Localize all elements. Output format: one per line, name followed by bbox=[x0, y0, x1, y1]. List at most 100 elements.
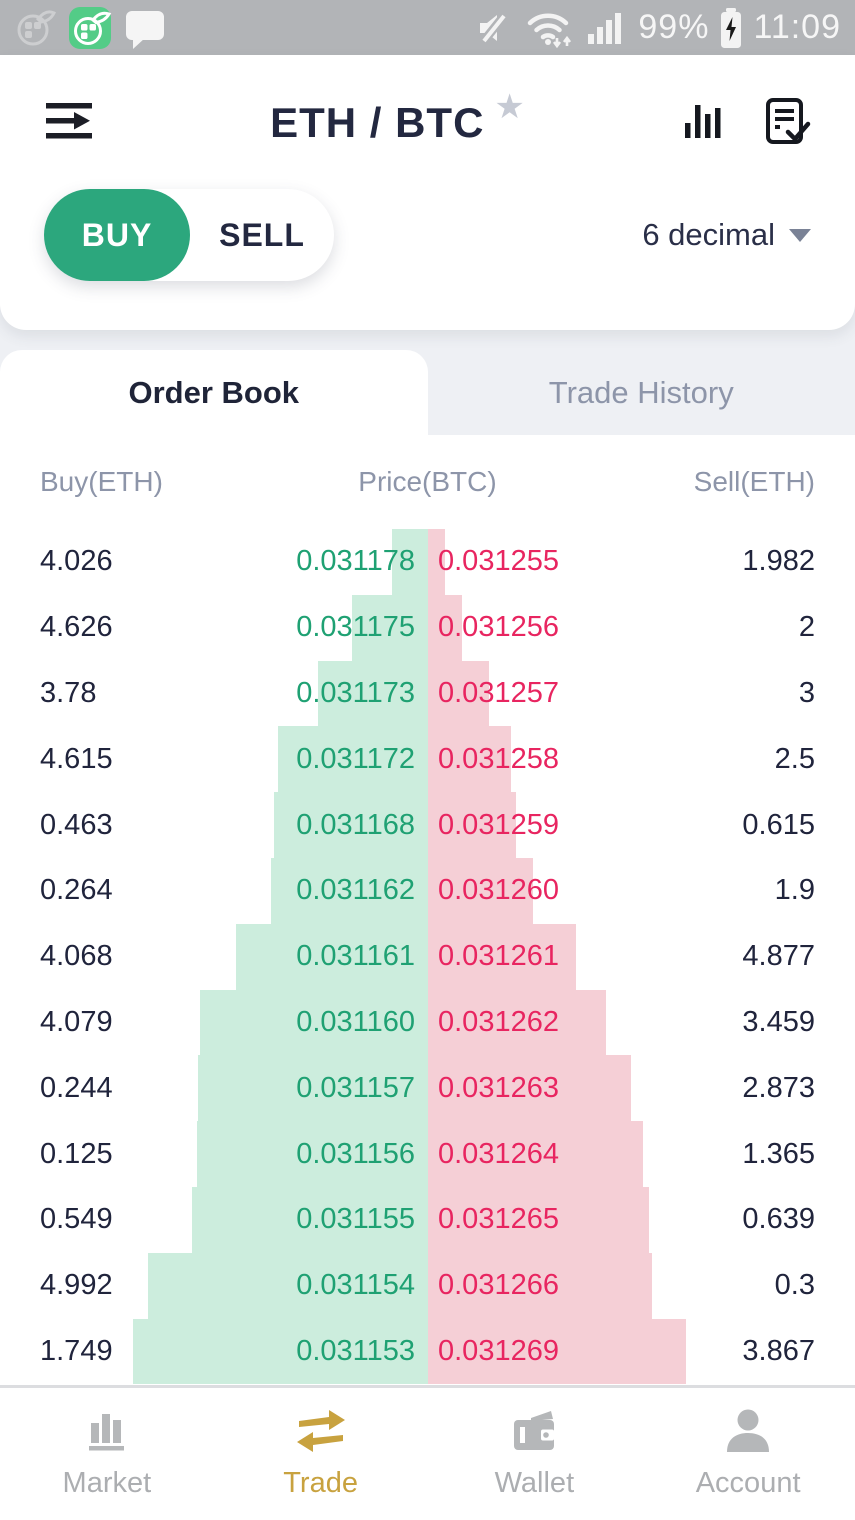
sell-volume-value: 0.639 bbox=[742, 1203, 815, 1236]
buy-price-value[interactable]: 0.031155 bbox=[296, 1203, 415, 1236]
buy-volume-value: 4.992 bbox=[40, 1269, 113, 1302]
nav-item-wallet[interactable]: Wallet bbox=[428, 1388, 642, 1520]
order-book-row[interactable]: 4.615 0.031172 0.031258 2.5 bbox=[0, 726, 855, 793]
favorite-star-icon[interactable]: ★ bbox=[494, 88, 525, 126]
chat-bubble-icon bbox=[124, 6, 166, 50]
buy-volume-value: 4.615 bbox=[40, 742, 113, 775]
sell-price-value[interactable]: 0.031262 bbox=[438, 1005, 559, 1038]
order-book-row[interactable]: 4.068 0.031161 0.031261 4.877 bbox=[0, 923, 855, 990]
tab-trade-history[interactable]: Trade History bbox=[548, 374, 734, 410]
sell-button[interactable]: SELL bbox=[219, 216, 305, 253]
sell-price-value[interactable]: 0.031256 bbox=[438, 611, 559, 644]
sell-volume-value: 0.3 bbox=[774, 1269, 815, 1302]
sell-price-value[interactable]: 0.031263 bbox=[438, 1071, 559, 1104]
status-bar: 99% 11:09 bbox=[0, 0, 855, 55]
column-header-buy: Buy(ETH) bbox=[40, 466, 163, 497]
sell-depth-bar bbox=[427, 989, 607, 1056]
sell-price-value[interactable]: 0.031259 bbox=[438, 808, 559, 841]
sell-depth-bar bbox=[427, 857, 533, 924]
sell-price-value[interactable]: 0.031258 bbox=[438, 742, 559, 775]
sell-volume-value: 3.459 bbox=[742, 1005, 815, 1038]
buy-depth-bar bbox=[271, 857, 428, 924]
buy-price-value[interactable]: 0.031172 bbox=[296, 742, 415, 775]
buy-button[interactable]: BUY bbox=[44, 189, 190, 281]
decimal-selector-label: 6 decimal bbox=[642, 217, 775, 252]
buy-price-value[interactable]: 0.031157 bbox=[296, 1071, 415, 1104]
order-book-row[interactable]: 4.992 0.031154 0.031266 0.3 bbox=[0, 1252, 855, 1319]
trade-arrows-icon bbox=[293, 1408, 349, 1459]
sell-depth-bar bbox=[427, 594, 463, 661]
order-book-row[interactable]: 4.079 0.031160 0.031262 3.459 bbox=[0, 989, 855, 1056]
account-person-icon bbox=[723, 1408, 773, 1459]
sell-price-value[interactable]: 0.031260 bbox=[438, 874, 559, 907]
order-book-row[interactable]: 0.463 0.031168 0.031259 0.615 bbox=[0, 792, 855, 858]
buy-price-value[interactable]: 0.031153 bbox=[296, 1334, 415, 1367]
tab-order-book[interactable]: Order Book bbox=[0, 350, 428, 435]
page-title: ETH / BTC bbox=[270, 99, 485, 146]
buy-price-value[interactable]: 0.031173 bbox=[296, 676, 415, 709]
pairs-menu-button[interactable] bbox=[44, 99, 114, 148]
sell-depth-bar bbox=[427, 1318, 686, 1385]
sell-depth-bar bbox=[427, 726, 511, 793]
buy-price-value[interactable]: 0.031168 bbox=[296, 808, 415, 841]
tab-bar: Order Book Trade History bbox=[0, 350, 855, 435]
nav-label-wallet: Wallet bbox=[494, 1467, 575, 1499]
sell-price-value[interactable]: 0.031265 bbox=[438, 1203, 559, 1236]
open-orders-icon bbox=[766, 97, 811, 144]
sell-volume-value: 4.877 bbox=[742, 940, 815, 973]
sell-price-value[interactable]: 0.031266 bbox=[438, 1269, 559, 1302]
buy-price-value[interactable]: 0.031156 bbox=[296, 1137, 415, 1170]
buy-price-value[interactable]: 0.031175 bbox=[296, 611, 415, 644]
nav-item-account[interactable]: Account bbox=[641, 1388, 855, 1520]
sell-volume-value: 2.873 bbox=[742, 1071, 815, 1104]
buy-price-value[interactable]: 0.031178 bbox=[296, 545, 415, 578]
chevron-down-icon bbox=[789, 228, 811, 242]
buy-depth-bar bbox=[235, 923, 428, 990]
battery-icon bbox=[719, 7, 743, 49]
buy-volume-value: 4.026 bbox=[40, 545, 113, 578]
buy-depth-bar bbox=[191, 1186, 428, 1253]
wifi-icon bbox=[524, 8, 576, 48]
muted-speaker-icon bbox=[476, 9, 514, 47]
nav-item-trade[interactable]: Trade bbox=[214, 1388, 428, 1520]
buy-price-value[interactable]: 0.031154 bbox=[296, 1269, 415, 1302]
buy-depth-bar bbox=[132, 1318, 428, 1385]
buy-sell-toggle: BUY SELL bbox=[44, 189, 334, 281]
buy-depth-bar bbox=[147, 1252, 428, 1319]
order-book-row[interactable]: 1.749 0.031153 0.031269 3.867 bbox=[0, 1318, 855, 1385]
sell-depth-bar bbox=[427, 923, 576, 990]
market-bars-icon bbox=[82, 1408, 132, 1459]
decimal-selector[interactable]: 6 decimal bbox=[642, 217, 811, 253]
buy-volume-value: 4.079 bbox=[40, 1005, 113, 1038]
order-book-row[interactable]: 4.026 0.031178 0.031255 1.982 bbox=[0, 529, 855, 595]
buy-volume-value: 3.78 bbox=[40, 676, 97, 709]
order-book-row[interactable]: 3.78 0.031173 0.031257 3 bbox=[0, 660, 855, 727]
bottom-nav: Market Trade Wallet bbox=[0, 1385, 855, 1520]
order-book-row[interactable]: 0.549 0.031155 0.031265 0.639 bbox=[0, 1186, 855, 1253]
order-book-row[interactable]: 4.626 0.031175 0.031256 2 bbox=[0, 594, 855, 661]
sell-volume-value: 1.982 bbox=[742, 545, 815, 578]
buy-price-value[interactable]: 0.031162 bbox=[296, 874, 415, 907]
battery-percent: 99% bbox=[638, 8, 710, 46]
sell-price-value[interactable]: 0.031255 bbox=[438, 545, 559, 578]
order-book-row[interactable]: 0.244 0.031157 0.031263 2.873 bbox=[0, 1055, 855, 1122]
order-book-row[interactable]: 0.125 0.031156 0.031264 1.365 bbox=[0, 1121, 855, 1187]
buy-depth-bar bbox=[273, 792, 428, 858]
buy-depth-bar bbox=[318, 660, 428, 727]
sell-price-value[interactable]: 0.031261 bbox=[438, 940, 559, 973]
nav-item-market[interactable]: Market bbox=[0, 1388, 214, 1520]
buy-volume-value: 0.549 bbox=[40, 1203, 113, 1236]
sell-price-value[interactable]: 0.031264 bbox=[438, 1137, 559, 1170]
sell-price-value[interactable]: 0.031257 bbox=[438, 676, 559, 709]
buy-volume-value: 0.264 bbox=[40, 874, 113, 907]
chart-button[interactable] bbox=[681, 100, 723, 147]
buy-price-value[interactable]: 0.031160 bbox=[296, 1005, 415, 1038]
orders-button[interactable] bbox=[763, 97, 811, 150]
order-book-panel: Buy(ETH) Price(BTC) Sell(ETH) 4.026 0.031… bbox=[0, 435, 855, 1385]
order-book-row[interactable]: 0.264 0.031162 0.031260 1.9 bbox=[0, 857, 855, 924]
sell-price-value[interactable]: 0.031269 bbox=[438, 1334, 559, 1367]
sell-depth-bar bbox=[427, 1252, 652, 1319]
buy-price-value[interactable]: 0.031161 bbox=[296, 940, 415, 973]
buy-depth-bar bbox=[277, 726, 428, 793]
sell-depth-bar bbox=[427, 660, 489, 727]
